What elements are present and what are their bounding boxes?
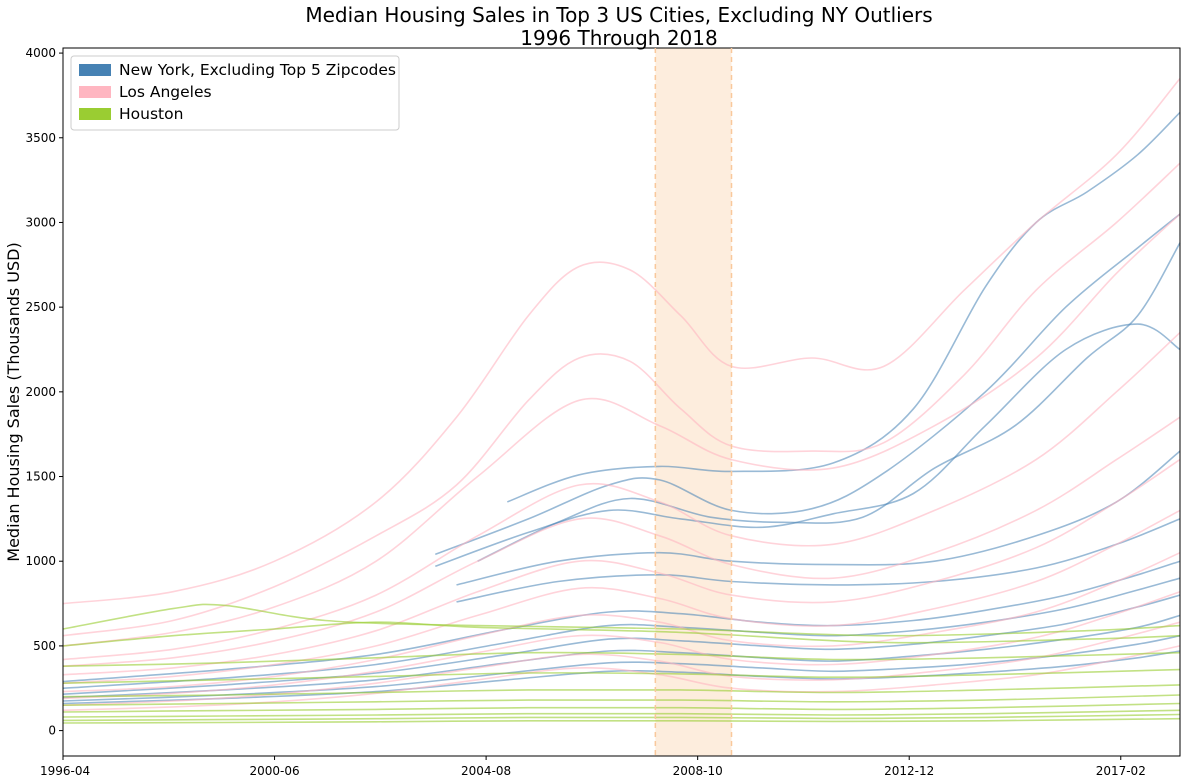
- series-line: [62, 551, 1181, 693]
- legend-entry: Los Angeles: [119, 83, 212, 101]
- legend-frame: [70, 55, 400, 131]
- series-line: [62, 702, 1181, 713]
- series-line: [62, 560, 1181, 683]
- x-tick-label: 2008-10: [673, 764, 723, 778]
- chart-subtitle: 1996 Through 2018: [520, 26, 717, 50]
- series-line: [62, 713, 1181, 722]
- series-line: [62, 577, 1181, 689]
- y-tick-label: 4000: [25, 46, 56, 60]
- series-2: [62, 603, 1181, 724]
- series-line: [62, 614, 1181, 699]
- x-tick-label: 2012-12: [884, 764, 934, 778]
- series-line: [62, 684, 1181, 698]
- legend-swatch: [79, 108, 111, 120]
- y-tick-label: 3500: [25, 131, 56, 145]
- series-line: [456, 450, 1181, 586]
- recession-span: [655, 48, 732, 756]
- y-tick-label: 1500: [25, 470, 56, 484]
- series-line: [435, 323, 1181, 568]
- legend-swatch: [79, 86, 111, 98]
- series-line: [435, 213, 1181, 556]
- series-line: [62, 651, 1181, 667]
- series-0: [62, 111, 1181, 705]
- y-tick-label: 0: [48, 724, 56, 738]
- legend-entry: Houston: [119, 105, 183, 123]
- series-line: [62, 621, 1181, 706]
- legend-swatch: [79, 64, 111, 76]
- y-tick-label: 3000: [25, 215, 56, 229]
- y-tick-label: 2500: [25, 300, 56, 314]
- series-line: [507, 111, 1181, 503]
- series-line: [62, 709, 1181, 718]
- y-tick-label: 1000: [25, 554, 56, 568]
- x-tick-label: 2000-06: [249, 764, 299, 778]
- series-lines: [62, 77, 1181, 724]
- x-axis-ticks: 1996-04 2000-06 2004-08 2008-10 2012-12 2017-…: [40, 756, 1146, 778]
- series-line: [62, 621, 1181, 647]
- series-line: [62, 458, 1181, 676]
- series-line: [62, 332, 1181, 661]
- series-line: [62, 590, 1181, 700]
- series-line: [62, 650, 1181, 705]
- series-line: [62, 77, 1181, 605]
- x-tick-label: 1996-04: [40, 764, 90, 778]
- chart-title: Median Housing Sales in Top 3 US Cities,…: [305, 3, 932, 27]
- series-line: [456, 518, 1181, 603]
- series-line: [62, 416, 1181, 667]
- series-line: [62, 717, 1181, 724]
- series-line: [62, 668, 1181, 684]
- x-tick-label: 2017-02: [1096, 764, 1146, 778]
- legend: New York, Excluding Top 5 Zipcodes Los An…: [70, 55, 400, 131]
- series-line: [62, 509, 1181, 684]
- series-1: [62, 77, 1181, 712]
- x-tick-label: 2004-08: [461, 764, 511, 778]
- series-line: [477, 242, 1181, 562]
- series-line: [62, 603, 1181, 637]
- highlight-span-fill: [655, 48, 732, 756]
- y-tick-label: 2000: [25, 385, 56, 399]
- y-tick-label: 500: [33, 639, 56, 653]
- series-line: [62, 213, 1181, 647]
- legend-entry: New York, Excluding Top 5 Zipcodes: [119, 61, 396, 79]
- series-line: [62, 694, 1181, 706]
- y-axis-label: Median Housing Sales (Thousands USD): [4, 242, 23, 561]
- y-axis-ticks: 0 500 1000 1500 2000 2500 3000 3500 4000: [25, 46, 63, 738]
- plot-frame: [62, 47, 1181, 757]
